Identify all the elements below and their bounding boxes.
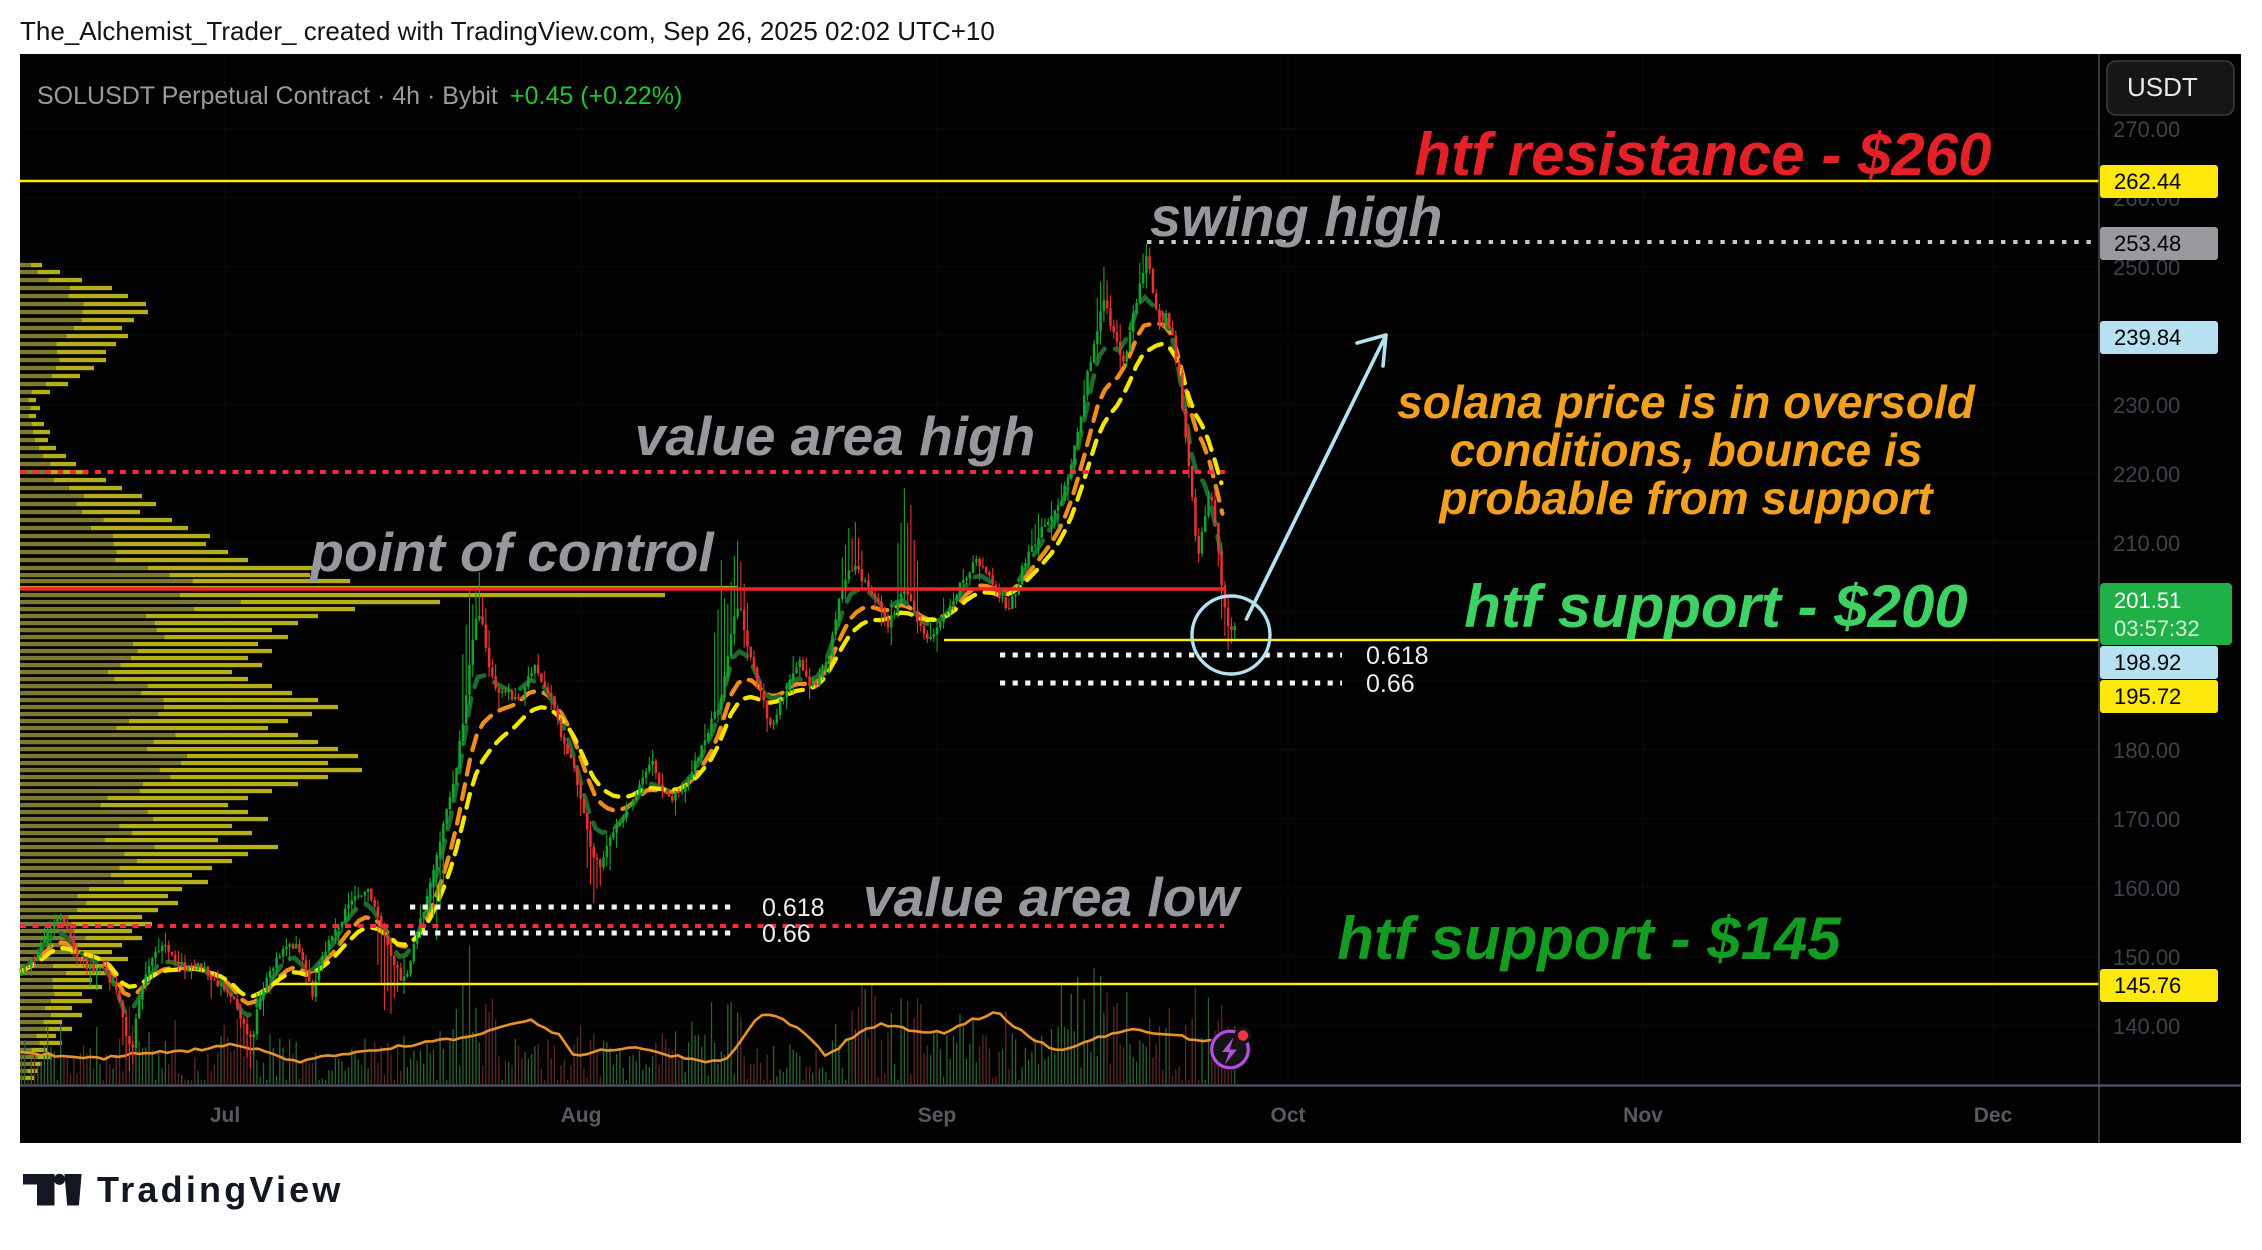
svg-text:262.44: 262.44 xyxy=(2114,169,2181,194)
svg-text:198.92: 198.92 xyxy=(2114,650,2181,675)
svg-text:Sep: Sep xyxy=(918,1104,957,1127)
svg-text:180.00: 180.00 xyxy=(2113,738,2180,763)
svg-text:03:57:32: 03:57:32 xyxy=(2114,616,2200,641)
svg-text:253.48: 253.48 xyxy=(2114,231,2181,256)
svg-text:195.72: 195.72 xyxy=(2114,684,2181,709)
svg-text:htf resistance - $260: htf resistance - $260 xyxy=(1415,121,1992,188)
svg-text:0.618: 0.618 xyxy=(762,894,825,922)
svg-text:270.00: 270.00 xyxy=(2113,117,2180,142)
svg-text:Oct: Oct xyxy=(1270,1104,1305,1127)
svg-text:Jul: Jul xyxy=(210,1104,240,1127)
svg-text:170.00: 170.00 xyxy=(2113,807,2180,832)
svg-text:value area high: value area high xyxy=(635,405,1035,467)
svg-text:150.00: 150.00 xyxy=(2113,945,2180,970)
svg-text:The_Alchemist_Trader_ created: The_Alchemist_Trader_ created with Tradi… xyxy=(20,16,995,46)
svg-text:conditions, bounce is: conditions, bounce is xyxy=(1450,424,1923,476)
svg-text:160.00: 160.00 xyxy=(2113,876,2180,901)
svg-text:probable from support: probable from support xyxy=(1437,472,1934,524)
svg-text:140.00: 140.00 xyxy=(2113,1014,2180,1039)
svg-text:Aug: Aug xyxy=(561,1104,602,1127)
svg-text:201.51: 201.51 xyxy=(2114,588,2181,613)
svg-text:210.00: 210.00 xyxy=(2113,531,2180,556)
svg-text:htf support - $145: htf support - $145 xyxy=(1337,905,1842,972)
svg-text:solana price is in oversold: solana price is in oversold xyxy=(1397,376,1976,428)
svg-text:239.84: 239.84 xyxy=(2114,325,2181,350)
svg-text:SOLUSDT Perpetual Contract · 4: SOLUSDT Perpetual Contract · 4h · Bybit xyxy=(37,82,498,110)
svg-text:htf support - $200: htf support - $200 xyxy=(1464,573,1967,640)
svg-text:value area low: value area low xyxy=(863,866,1242,928)
svg-text:230.00: 230.00 xyxy=(2113,393,2180,418)
svg-text:0.66: 0.66 xyxy=(1366,670,1415,698)
svg-text:swing high: swing high xyxy=(1150,185,1442,248)
svg-text:Nov: Nov xyxy=(1623,1104,1663,1127)
svg-text:USDT: USDT xyxy=(2127,72,2198,102)
svg-text:TradingView: TradingView xyxy=(97,1169,344,1210)
svg-text:point of control: point of control xyxy=(308,521,715,583)
svg-text:+0.45 (+0.22%): +0.45 (+0.22%) xyxy=(510,82,682,110)
svg-text:0.66: 0.66 xyxy=(762,920,811,948)
svg-text:0.618: 0.618 xyxy=(1366,642,1429,670)
svg-text:220.00: 220.00 xyxy=(2113,462,2180,487)
svg-text:Dec: Dec xyxy=(1974,1104,2013,1127)
svg-text:145.76: 145.76 xyxy=(2114,973,2181,998)
